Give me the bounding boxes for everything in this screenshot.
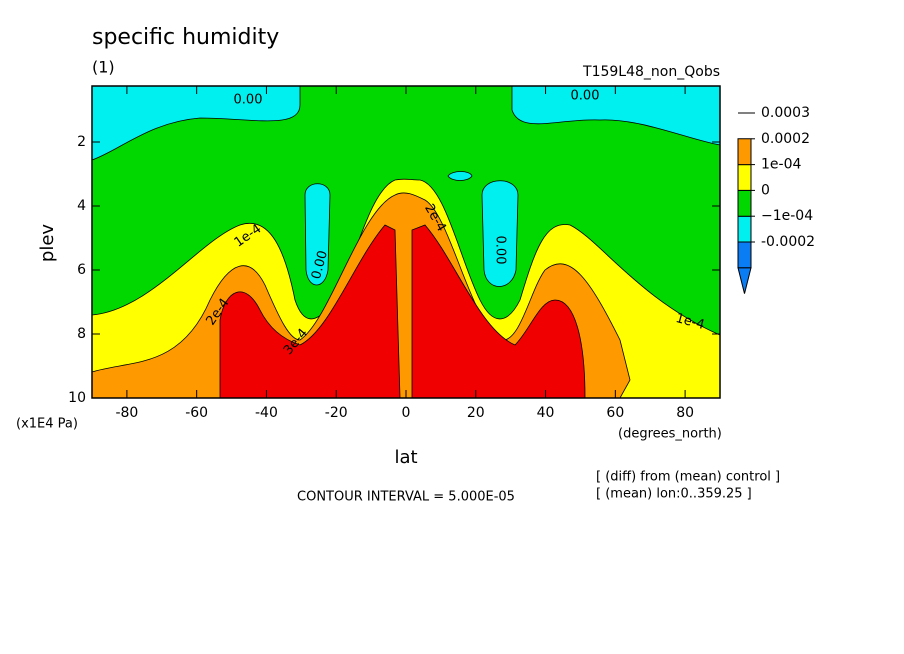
- x-tick-label: -80: [115, 405, 138, 421]
- chart-subtitle: (1): [92, 58, 115, 77]
- colorbar-segment: [737, 164, 752, 191]
- colorbar-segment: [737, 215, 752, 243]
- x-tick-label: -40: [255, 405, 278, 421]
- contour-fill: [91, 85, 301, 161]
- x-tick-label: 0: [402, 405, 411, 421]
- contour-label: 0.00: [571, 89, 600, 104]
- x-tick-label: 60: [606, 405, 624, 421]
- contour-label: 0.00: [309, 249, 331, 281]
- x-tick-label: 80: [676, 405, 694, 421]
- experiment: T159L48_non_Qobs: [582, 64, 720, 80]
- y-tick-label: 4: [77, 198, 86, 214]
- x-tick-label: -20: [325, 405, 348, 421]
- x-tick-label: 20: [467, 405, 485, 421]
- contour-fill: [411, 224, 586, 399]
- contour-label: 0.00: [493, 236, 508, 265]
- colorbar-segment: [737, 241, 752, 269]
- note: [ (diff) from (mean) control ]: [596, 470, 780, 485]
- y-tick-label: 10: [68, 390, 86, 406]
- chart-title: specific humidity: [92, 25, 279, 50]
- contour-label: 1e-4: [674, 311, 706, 333]
- x-tick-label: 40: [537, 405, 555, 421]
- y-tick-label: 2: [77, 134, 86, 150]
- contour-fill: [219, 224, 401, 399]
- colorbar-segment: [737, 189, 752, 217]
- colorbar-label: -0.0002: [761, 234, 815, 250]
- colorbar-label: 0.0003: [761, 105, 810, 121]
- contour-fill: [447, 171, 473, 181]
- contour-fill: [481, 180, 519, 287]
- colorbar-segment: [737, 267, 752, 294]
- contour-field: [91, 85, 721, 399]
- x-tick-label: -60: [185, 405, 208, 421]
- colorbar-label: 1e-04: [761, 157, 801, 173]
- colorbar-segment: [737, 138, 752, 166]
- contour-interval: CONTOUR INTERVAL = 5.000E-05: [297, 490, 515, 505]
- contour-fill: [511, 85, 721, 146]
- colorbar-label: 0.0002: [761, 131, 810, 147]
- y-axis-label: plev: [37, 224, 58, 263]
- y-tick-label: 8: [77, 326, 86, 342]
- note: [ (mean) lon:0..359.25 ]: [596, 487, 752, 502]
- colorbar-label: 0: [761, 182, 770, 198]
- x-unit: (degrees_north): [618, 427, 722, 442]
- contour-label: 0.00: [234, 93, 263, 108]
- contour-fill: [304, 183, 331, 286]
- y-tick-label: 6: [77, 262, 86, 278]
- x-axis-label: lat: [394, 447, 417, 468]
- y-unit: (x1E4 Pa): [16, 417, 78, 432]
- colorbar-label: −1e-04: [761, 208, 813, 224]
